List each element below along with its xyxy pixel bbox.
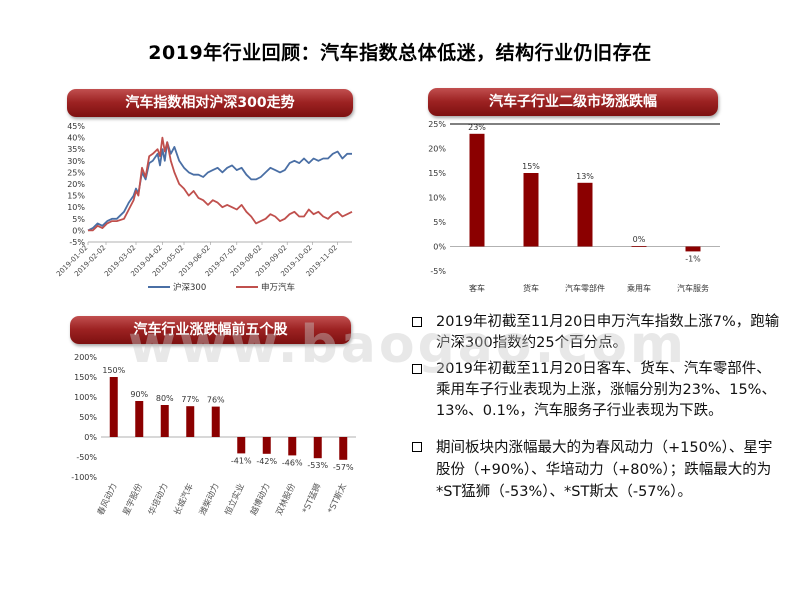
y-tick-label: 5% bbox=[433, 218, 446, 227]
bullet-item: 期间板块内涨幅最大的为春风动力（+150%）、星宇股份（+90%）、华培动力（+… bbox=[410, 437, 782, 503]
y-tick-label: 5% bbox=[72, 215, 85, 224]
bullet-item: 2019年初截至11月20日申万汽车指数上涨7%，跑输沪深300指数约25个百分… bbox=[410, 312, 782, 354]
bar bbox=[135, 401, 144, 437]
bar bbox=[288, 437, 297, 456]
y-tick-label: 0% bbox=[72, 226, 85, 235]
y-tick-label: 40% bbox=[67, 134, 85, 143]
category-label: *ST猛狮 bbox=[300, 481, 324, 515]
data-label: -41% bbox=[231, 456, 252, 465]
y-tick-label: -5% bbox=[69, 238, 85, 247]
bar bbox=[262, 437, 271, 454]
category-label: 汽车零部件 bbox=[565, 283, 605, 293]
category-label: 恒立实业 bbox=[223, 482, 247, 517]
bar bbox=[109, 377, 118, 437]
top-stocks-chart: -100% -50% 0% 50% 100% 150% 200% 150% 春风动力 90% 星宇股… bbox=[71, 353, 356, 517]
square-bullet-icon bbox=[412, 364, 422, 374]
bar bbox=[186, 406, 195, 437]
bar bbox=[211, 406, 220, 437]
y-tick-label: 30% bbox=[67, 157, 85, 166]
data-label: -57% bbox=[333, 463, 354, 472]
bullet-text: 2019年初截至11月20日申万汽车指数上涨7%，跑输沪深300指数约25个百分… bbox=[436, 314, 780, 351]
legend-label: 沪深300 bbox=[173, 282, 206, 293]
category-label: 货车 bbox=[523, 283, 539, 293]
y-tick-label: -50% bbox=[76, 453, 97, 462]
data-label: 23% bbox=[468, 123, 486, 132]
category-label: 华培动力 bbox=[146, 482, 170, 517]
bar bbox=[237, 437, 246, 454]
category-label: 汽车服务 bbox=[677, 283, 709, 293]
bar bbox=[469, 133, 485, 247]
y-tick-label: 100% bbox=[74, 393, 97, 402]
index-trend-header: 汽车指数相对沪深300走势 bbox=[67, 89, 353, 117]
category-label: *ST斯太 bbox=[326, 481, 350, 515]
bar bbox=[313, 437, 322, 459]
data-label: 0% bbox=[633, 235, 646, 244]
y-tick-label: 15% bbox=[67, 192, 85, 201]
bullet-item: 2019年初截至11月20日客车、货车、汽车零部件、乘用车子行业表现为上涨，涨幅… bbox=[410, 359, 782, 422]
data-label: -53% bbox=[307, 461, 328, 470]
y-tick-label: 150% bbox=[74, 373, 97, 382]
y-tick-label: -100% bbox=[71, 473, 97, 482]
legend-label: 申万汽车 bbox=[261, 282, 295, 293]
square-bullet-icon bbox=[412, 317, 422, 327]
data-label: 77% bbox=[181, 395, 199, 404]
data-label: -46% bbox=[282, 458, 303, 467]
y-tick-label: 15% bbox=[428, 169, 446, 178]
y-tick-label: -5% bbox=[430, 267, 446, 276]
series-line-sw-auto bbox=[88, 136, 353, 232]
y-tick-label: 20% bbox=[67, 180, 85, 189]
y-tick-label: 10% bbox=[428, 194, 446, 203]
y-tick-label: 45% bbox=[67, 122, 85, 131]
sub-industry-header: 汽车子行业二级市场涨跌幅 bbox=[428, 88, 718, 116]
data-label: -1% bbox=[685, 254, 701, 263]
y-tick-label: 0% bbox=[433, 243, 446, 252]
data-label: 13% bbox=[576, 172, 594, 181]
data-label: 90% bbox=[130, 390, 148, 399]
y-tick-label: 0% bbox=[84, 433, 97, 442]
bar bbox=[685, 246, 701, 252]
category-label: 潍柴动力 bbox=[197, 482, 221, 517]
data-label: 150% bbox=[102, 366, 125, 375]
bullet-text: 2019年初截至11月20日客车、货车、汽车零部件、乘用车子行业表现为上涨，涨幅… bbox=[436, 361, 776, 419]
category-label: 越博动力 bbox=[248, 482, 272, 517]
bar bbox=[339, 437, 348, 460]
y-tick-label: 200% bbox=[74, 353, 97, 362]
category-label: 乘用车 bbox=[627, 283, 651, 293]
square-bullet-icon bbox=[412, 442, 422, 452]
bar bbox=[631, 246, 647, 247]
y-tick-label: 50% bbox=[79, 413, 97, 422]
data-label: 76% bbox=[207, 396, 225, 405]
bar bbox=[160, 405, 169, 437]
category-label: 春风动力 bbox=[95, 482, 119, 517]
bar bbox=[577, 182, 593, 247]
index-trend-chart: -5%0%5%10%15%20%25%30%35%40%45%2019-01-0… bbox=[55, 122, 353, 293]
y-tick-label: 25% bbox=[67, 168, 85, 177]
series-line-hs300 bbox=[87, 141, 352, 232]
category-label: 客车 bbox=[469, 283, 485, 293]
category-label: 长城汽车 bbox=[172, 482, 196, 517]
y-tick-label: 35% bbox=[67, 145, 85, 154]
data-label: 15% bbox=[522, 162, 540, 171]
summary-bullets: 2019年初截至11月20日申万汽车指数上涨7%，跑输沪深300指数约25个百分… bbox=[410, 312, 782, 503]
data-label: 80% bbox=[156, 394, 174, 403]
sub-industry-chart: -5% 0% 5% 10% 15% 20% 25% 23% 客车 15% 货车 13% 汽车零部件 0% 乘… bbox=[428, 120, 720, 293]
y-tick-label: 25% bbox=[428, 120, 446, 129]
y-tick-label: 20% bbox=[428, 145, 446, 154]
y-tick-label: 10% bbox=[67, 203, 85, 212]
data-label: -42% bbox=[256, 457, 277, 466]
top-stocks-header: 汽车行业涨跌幅前五个股 bbox=[70, 316, 351, 344]
bullet-text: 期间板块内涨幅最大的为春风动力（+150%）、星宇股份（+90%）、华培动力（+… bbox=[436, 440, 773, 500]
category-label: 星宇股份 bbox=[121, 481, 146, 517]
page-title: 2019年行业回顾：汽车指数总体低迷，结构行业仍旧存在 bbox=[148, 42, 652, 64]
bar bbox=[523, 173, 539, 247]
category-label: 双林股份 bbox=[274, 481, 299, 517]
